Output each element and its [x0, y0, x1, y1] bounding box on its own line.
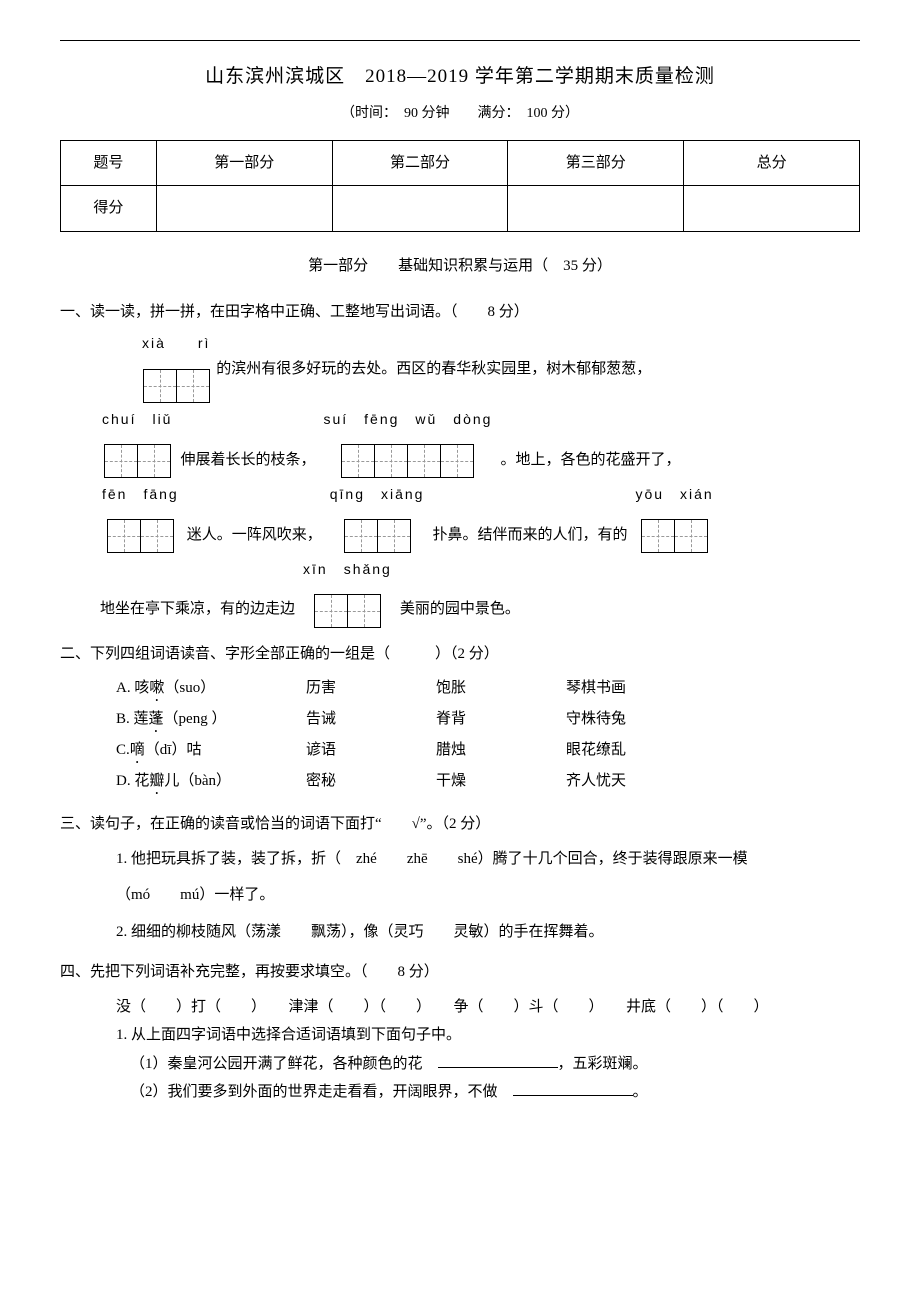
cell: 得分 — [61, 186, 157, 232]
text: 。地上，各色的花盛开了， — [500, 446, 680, 479]
t: 密秘 — [306, 767, 436, 798]
q4-s1b: （2）我们要多到外面的世界走走看看，开阔眼界，不做 。 — [130, 1078, 860, 1107]
score-table: 题号 第一部分 第二部分 第三部分 总分 得分 — [60, 140, 860, 232]
tianzi-group: xīn shǎng — [303, 561, 392, 628]
cell — [684, 186, 860, 232]
t: 琴棋书画 — [566, 674, 860, 705]
opt-label: D. — [116, 773, 131, 789]
t: 齐人忧天 — [566, 767, 860, 798]
q1-line3: fēn fāng 迷人。一阵风吹来， qīng xiāng 扑鼻。结伴而来的人们… — [100, 486, 860, 553]
cell — [332, 186, 508, 232]
cell: 第一部分 — [156, 140, 332, 186]
t: 腊烛 — [436, 736, 566, 767]
tianzi-group: fēn fāng — [102, 486, 179, 553]
exam-title: 山东滨州滨城区 2018—2019 学年第二学期期末质量检测 — [60, 59, 860, 95]
option-b: B. 莲蓬（peng ） 告诫 脊背 守株待兔 — [116, 705, 860, 736]
pinyin: xià rì — [142, 335, 210, 352]
text: ，五彩斑斓。 — [558, 1056, 648, 1072]
t: （dī）咕 — [145, 742, 202, 758]
t: 咳 — [134, 680, 149, 696]
table-row: 得分 — [61, 186, 860, 232]
q4-idioms: 没（ ）打（ ） 津津（ ）（ ） 争（ ）斗（ ） 井底（ ）（ ） — [116, 993, 860, 1022]
text: （2）我们要多到外面的世界走走看看，开阔眼界，不做 — [130, 1084, 513, 1100]
option-d: D. 花瓣儿（bàn） 密秘 干燥 齐人忧天 — [116, 767, 860, 798]
q3-s2: 2. 细细的柳枝随风（荡漾 飘荡），像（灵巧 灵敏）的手在挥舞着。 — [116, 918, 860, 947]
t: 儿（bàn） — [164, 773, 231, 789]
t: 饱胀 — [436, 674, 566, 705]
q4-stem: 四、先把下列词语补充完整，再按要求填空。（ 8 分） — [60, 958, 860, 987]
tianzi-group: chuí liǔ — [102, 411, 172, 478]
text: （1）秦皇河公园开满了鲜花，各种颜色的花 — [130, 1056, 438, 1072]
t: 莲 — [134, 711, 149, 727]
pinyin: yōu xián — [635, 486, 713, 503]
tianzi-group: qīng xiāng — [330, 486, 425, 553]
t: 嗽 — [149, 680, 164, 696]
t: 蓬 — [149, 711, 164, 727]
t: 守株待兔 — [566, 705, 860, 736]
section-heading: 第一部分 基础知识积累与运用（ 35 分） — [60, 252, 860, 281]
cell: 题号 — [61, 140, 157, 186]
pinyin: fēn fāng — [102, 486, 179, 503]
text: 美丽的园中景色。 — [400, 595, 520, 628]
option-a: A. 咳嗽（suo） 历害 饱胀 琴棋书画 — [116, 674, 860, 705]
t: 眼花缭乱 — [566, 736, 860, 767]
t: 谚语 — [306, 736, 436, 767]
t: 嘀 — [130, 742, 145, 758]
q3-stem: 三、读句子，在正确的读音或恰当的词语下面打“ √”。（2 分） — [60, 810, 860, 839]
pinyin: qīng xiāng — [330, 486, 425, 503]
q1-stem: 一、读一读，拼一拼，在田字格中正确、工整地写出词语。（ 8 分） — [60, 298, 860, 327]
t: 脊背 — [436, 705, 566, 736]
t: 干燥 — [436, 767, 566, 798]
text: 的滨州有很多好玩的去处。西区的春华秋实园里，树木郁郁葱葱， — [216, 361, 651, 377]
top-rule — [60, 40, 860, 41]
t: （peng ） — [164, 711, 227, 727]
tianzi-group: suí fēng wǔ dòng — [323, 411, 492, 478]
cell — [156, 186, 332, 232]
option-c: C.嘀（dī）咕 谚语 腊烛 眼花缭乱 — [116, 736, 860, 767]
q4-s1: 1. 从上面四字词语中选择合适词语填到下面句子中。 — [116, 1021, 860, 1050]
t: 瓣 — [149, 773, 164, 789]
opt-label: A. — [116, 680, 131, 696]
cell: 第二部分 — [332, 140, 508, 186]
q1-line1: xià rì 的滨州有很多好玩的去处。西区的春华秋实园里，树木郁郁葱葱， — [140, 335, 860, 404]
tianzi-group: yōu xián — [635, 486, 713, 553]
text: 地坐在亭下乘凉，有的边走边 — [100, 595, 295, 628]
cell: 总分 — [684, 140, 860, 186]
t: 花 — [134, 773, 149, 789]
table-row: 题号 第一部分 第二部分 第三部分 总分 — [61, 140, 860, 186]
tianzi-group: xià rì — [142, 335, 210, 404]
text: 伸展着长长的枝条， — [180, 446, 315, 479]
pinyin: chuí liǔ — [102, 411, 172, 428]
exam-subtitle: （时间： 90 分钟 满分： 100 分） — [60, 101, 860, 128]
pinyin: suí fēng wǔ dòng — [323, 411, 492, 428]
blank — [438, 1050, 558, 1068]
q3-s1: 1. 他把玩具拆了装，装了拆，折（ zhé zhē shé）腾了十几个回合，终于… — [116, 845, 860, 874]
opt-label: C. — [116, 742, 130, 758]
q2-options: A. 咳嗽（suo） 历害 饱胀 琴棋书画 B. 莲蓬（peng ） 告诫 脊背… — [116, 674, 860, 798]
pinyin: xīn shǎng — [303, 561, 392, 578]
q2-stem: 二、下列四组词语读音、字形全部正确的一组是（ ）（2 分） — [60, 640, 860, 669]
q3-s1b: （mó mú）一样了。 — [116, 881, 860, 910]
text: 迷人。一阵风吹来， — [187, 521, 322, 554]
q1-line2: chuí liǔ 伸展着长长的枝条， suí fēng wǔ dòng 。地上，… — [100, 411, 860, 478]
q1-line4: 地坐在亭下乘凉，有的边走边 xīn shǎng 美丽的园中景色。 — [100, 561, 860, 628]
text: 扑鼻。结伴而来的人们，有的 — [432, 521, 627, 554]
t: （suo） — [164, 680, 215, 696]
opt-label: B. — [116, 711, 130, 727]
cell — [508, 186, 684, 232]
t: 历害 — [306, 674, 436, 705]
text: 。 — [633, 1084, 648, 1100]
cell: 第三部分 — [508, 140, 684, 186]
t: 告诫 — [306, 705, 436, 736]
q4-s1a: （1）秦皇河公园开满了鲜花，各种颜色的花 ，五彩斑斓。 — [130, 1050, 860, 1079]
blank — [513, 1079, 633, 1097]
